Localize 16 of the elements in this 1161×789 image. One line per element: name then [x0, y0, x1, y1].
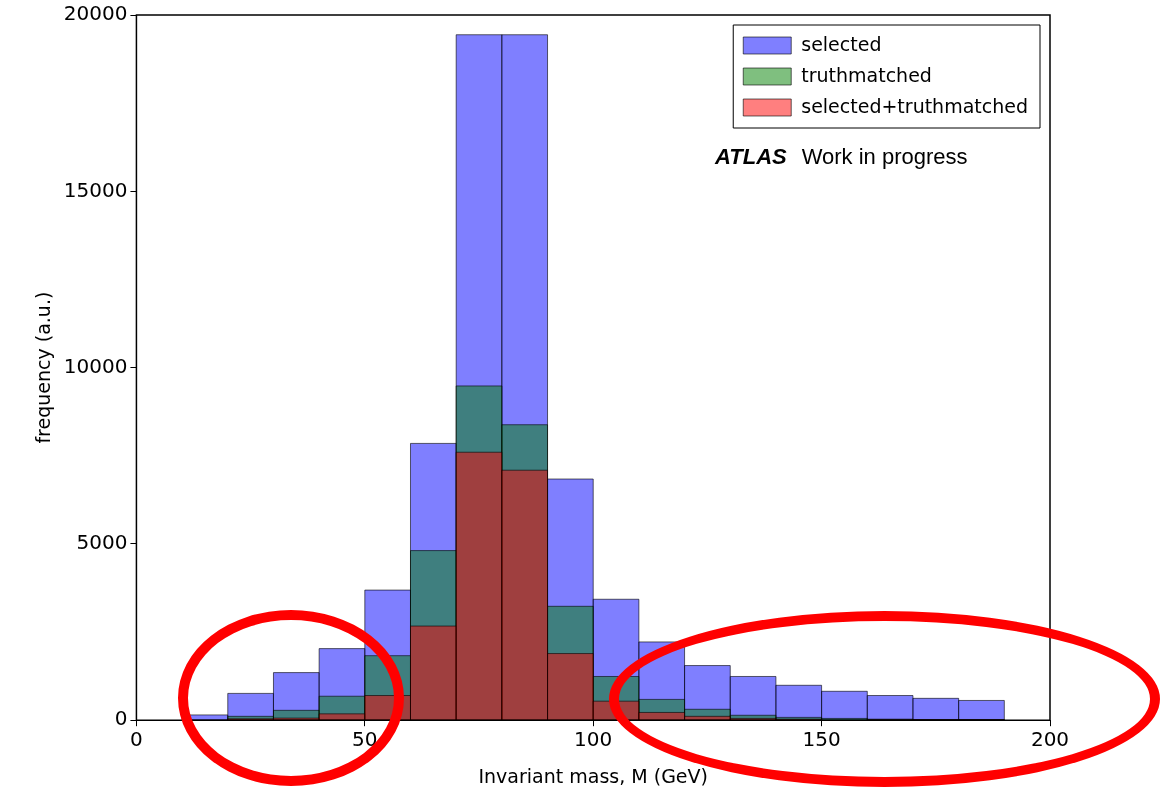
y-tick-label: 20000 [63, 1, 128, 26]
annotation: Work in progress [801, 144, 968, 170]
x-tick-label: 150 [802, 727, 841, 752]
x-axis-title: Invariant mass, M (GeV) [478, 764, 708, 787]
x-tick-label: 100 [574, 727, 613, 752]
y-tick-label: 0 [114, 706, 128, 731]
y-tick-label: 5000 [76, 530, 128, 555]
y-tick-label: 10000 [63, 353, 128, 378]
y-axis-title: frequency (a.u.) [32, 291, 55, 444]
legend-label: selected [801, 32, 882, 55]
x-tick-label: 200 [1030, 727, 1070, 752]
x-tick-label: 50 [352, 727, 378, 752]
legend-label: selected+truthmatched [801, 94, 1029, 117]
y-tick-label: 15000 [63, 177, 128, 202]
annotation: ATLAS [714, 144, 788, 170]
legend-label: truthmatched [801, 63, 932, 86]
